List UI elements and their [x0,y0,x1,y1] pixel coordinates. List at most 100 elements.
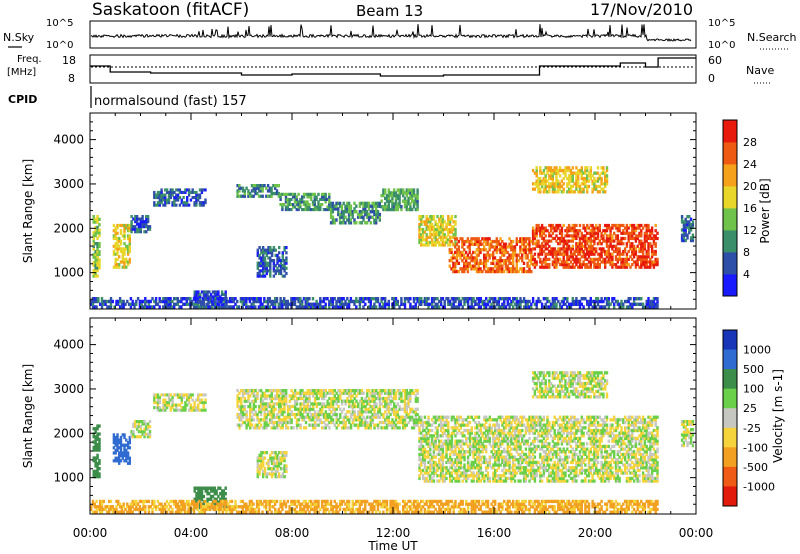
scatter-cell-1-5 [402,423,405,427]
scatter-cell-0-13 [600,182,603,186]
scatter-cell-1-5 [286,410,290,414]
scatter-cell-1-5 [335,415,338,419]
scatter-cell-0-13 [605,168,609,173]
scatter-cell-1-5 [389,402,392,406]
scatter-cell-0-11 [475,237,479,241]
scatter-cell-0-1 [119,231,123,235]
scatter-cell-1-1 [119,435,123,440]
scatter-cell-0-12 [613,244,616,248]
scatter-cell-0-4 [202,292,205,296]
scatter-cell-0-11 [502,259,506,263]
scatter-cell-0-12 [533,247,537,251]
scatter-cell-0-11 [483,239,486,244]
scatter-cell-0-11 [526,253,529,257]
scatter-cell-1-5 [375,389,378,393]
scatter-cell-1-5 [351,402,355,406]
scatter-cell-0-9 [393,191,396,195]
scatter-cell-0-13 [544,184,547,189]
scatter-cell-0-10 [430,225,434,229]
scatter-cell-0-10 [452,227,455,232]
scatter-cell-0-1 [121,265,124,269]
scatter-cell-0-14 [302,305,306,309]
scatter-cell-0-1 [128,260,131,264]
scatter-cell-0-12 [567,257,571,261]
scatter-cell-0-12 [557,242,560,246]
scatter-cell-0-12 [537,255,540,259]
scatter-cell-0-11 [495,259,498,263]
scatter-cell-0-14 [477,297,481,301]
scatter-cell-0-14 [198,305,201,309]
scatter-cell-0-13 [593,184,596,189]
scatter-cell-0-12 [645,236,648,241]
scatter-cell-0-12 [578,229,582,233]
scatter-cell-0-4 [220,290,224,294]
scatter-cell-1-5 [358,412,362,417]
scatter-cell-1-5 [265,418,268,422]
scatter-cell-0-5 [254,186,257,190]
scatter-cell-1-5 [375,412,378,417]
scatter-cell-0-11 [510,245,513,249]
scatter-cell-0-12 [551,255,555,259]
scatter-cell-0-14 [432,297,436,301]
scatter-cell-1-5 [384,426,387,430]
scatter-cell-0-13 [553,166,556,170]
scatter-cell-0-12 [638,247,641,251]
scatter-cell-0-9 [398,202,401,206]
scatter-cell-1-5 [331,412,335,417]
scatter-cell-0-14 [605,297,609,301]
scatter-cell-0-13 [551,184,555,189]
scatter-cell-1-5 [304,394,308,398]
scatter-cell-0-8 [375,201,378,206]
scatter-cell-1-0 [94,435,97,439]
scatter-cell-0-7 [297,192,300,196]
scatter-cell-0-13 [584,179,587,183]
scatter-cell-0-14 [632,302,636,306]
scatter-cell-0-14 [414,302,417,306]
scatter-cell-1-5 [283,420,286,425]
scatter-cell-1-3 [155,406,158,410]
scatter-cell-0-12 [636,260,639,264]
scatter-cell-1-2 [148,432,152,436]
scatter-cell-0-14 [560,299,564,304]
scatter-cell-0-13 [600,179,603,183]
scatter-cell-1-5 [313,399,317,403]
scatter-cell-0-14 [438,299,441,304]
scatter-cell-0-6 [281,251,284,255]
scatter-cell-1-5 [317,423,320,427]
scatter-cell-0-11 [522,250,526,255]
scatter-cell-1-5 [351,420,355,425]
scatter-cell-0-1 [118,255,121,259]
scatter-cell-1-3 [162,401,165,405]
scatter-cell-0-11 [479,242,482,246]
scatter-cell-0-14 [135,299,138,304]
scatter-cell-0-14 [120,305,124,309]
scatter-cell-1-1 [119,446,123,450]
scatter-cell-0-11 [519,256,522,260]
scatter-cell-1-5 [261,426,264,430]
scatter-cell-0-12 [602,234,605,238]
scatter-cell-0-14 [414,297,417,301]
scatter-cell-1-5 [240,415,243,419]
scatter-cell-0-12 [643,223,647,228]
scatter-cell-0-6 [279,259,283,263]
scatter-cell-0-14 [106,305,109,309]
scatter-cell-0-12 [593,257,596,261]
scatter-cell-0-12 [558,236,562,241]
scatter-cell-0-8 [349,210,353,214]
scatter-cell-1-5 [292,426,295,430]
scatter-cell-0-12 [586,242,589,246]
scatter-cell-0-12 [569,247,573,251]
scatter-cell-1-5 [236,389,239,393]
scatter-cell-0-6 [265,251,268,255]
scatter-cell-0-7 [306,192,309,196]
scatter-cell-0-8 [375,221,378,225]
scatter-cell-0-12 [638,257,641,261]
scatter-cell-0-13 [575,171,578,175]
scatter-cell-0-12 [614,226,618,230]
scatter-cell-0-10 [432,225,436,229]
scatter-cell-0-7 [302,192,306,196]
scatter-cell-0-7 [324,200,327,204]
scatter-cell-0-11 [472,259,475,263]
scatter-cell-1-5 [259,418,263,422]
scatter-cell-0-10 [418,233,421,237]
